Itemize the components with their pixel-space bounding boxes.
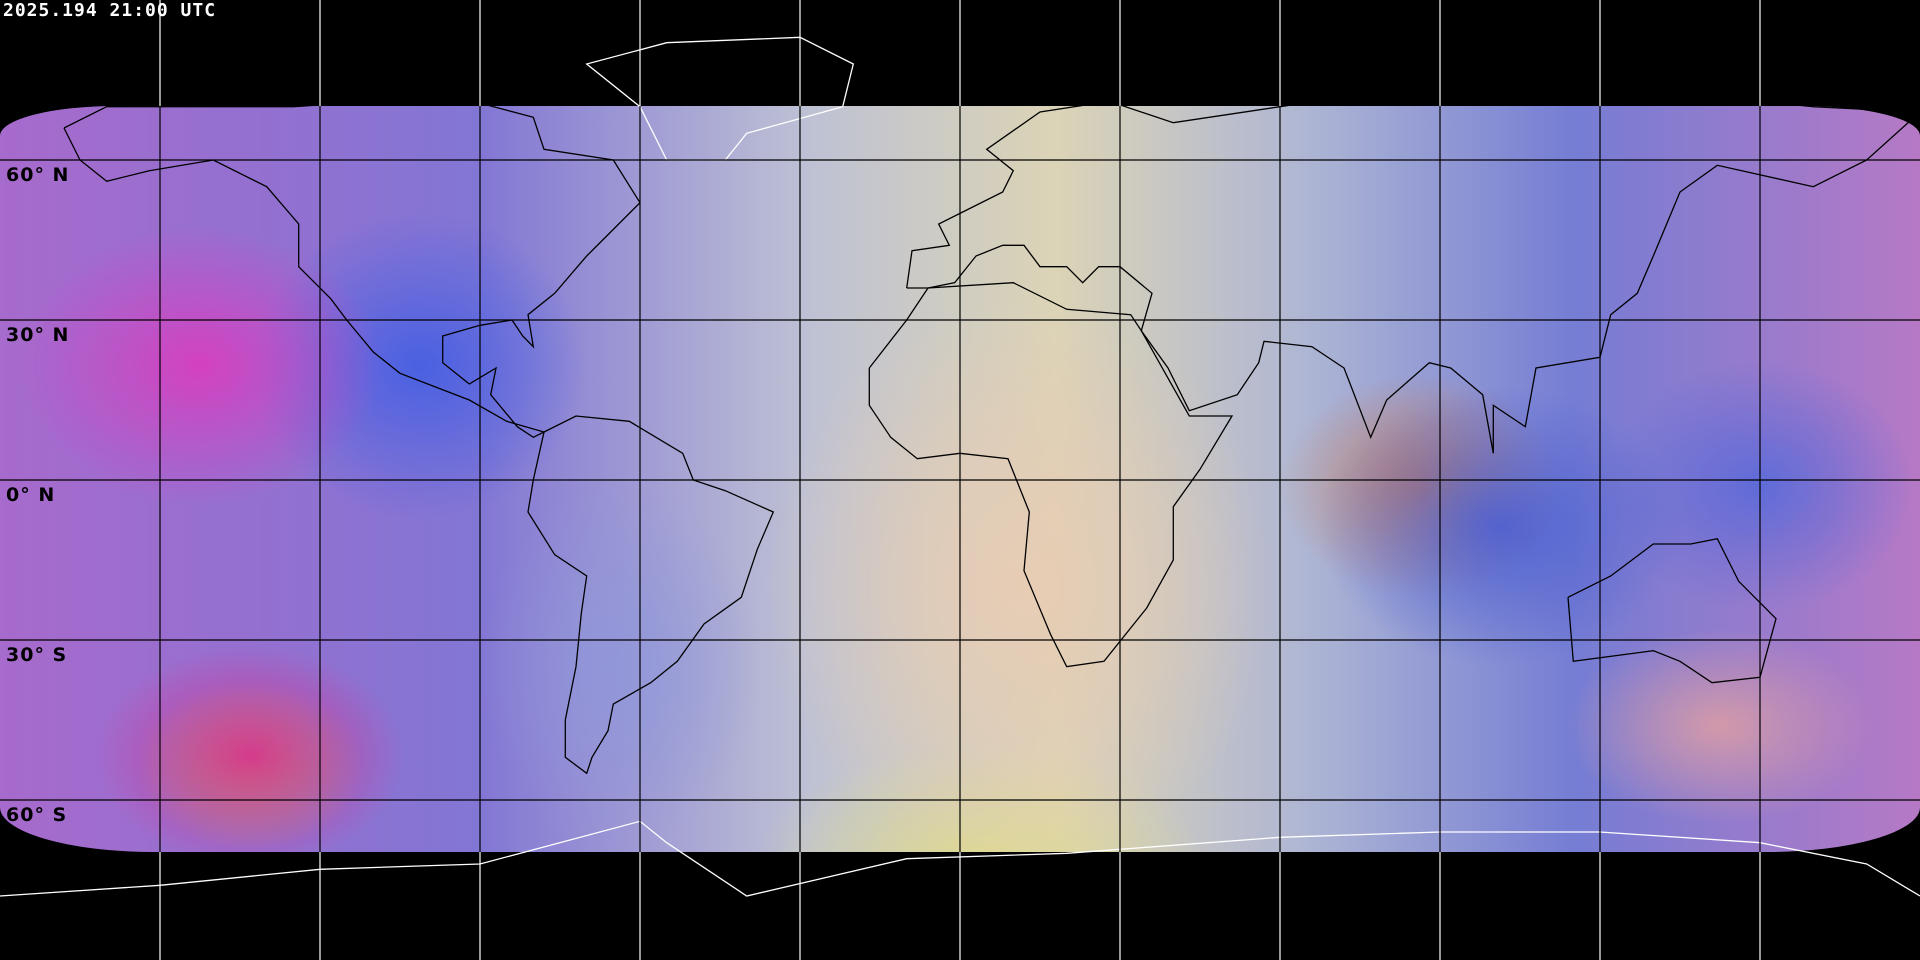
coastline-australia: [1567, 537, 1777, 684]
lat-label-60s: 60° S: [6, 804, 68, 826]
lat-label-30n: 30° N: [6, 324, 70, 346]
lat-label-0n: 0° N: [6, 484, 56, 506]
timestamp-title: 2025.194 21:00 UTC: [3, 0, 217, 21]
coastline-greenland: [585, 36, 855, 161]
lat-label-60n: 60° N: [6, 164, 70, 186]
coastline-eurasia: [906, 68, 1920, 454]
coastline-south-america: [527, 415, 775, 775]
coastlines: [0, 36, 1920, 897]
coastline-north-america: [63, 95, 641, 439]
coastline-africa: [868, 282, 1234, 668]
lat-label-30s: 30° S: [6, 644, 68, 666]
coastline-antarctica: [0, 820, 1920, 897]
